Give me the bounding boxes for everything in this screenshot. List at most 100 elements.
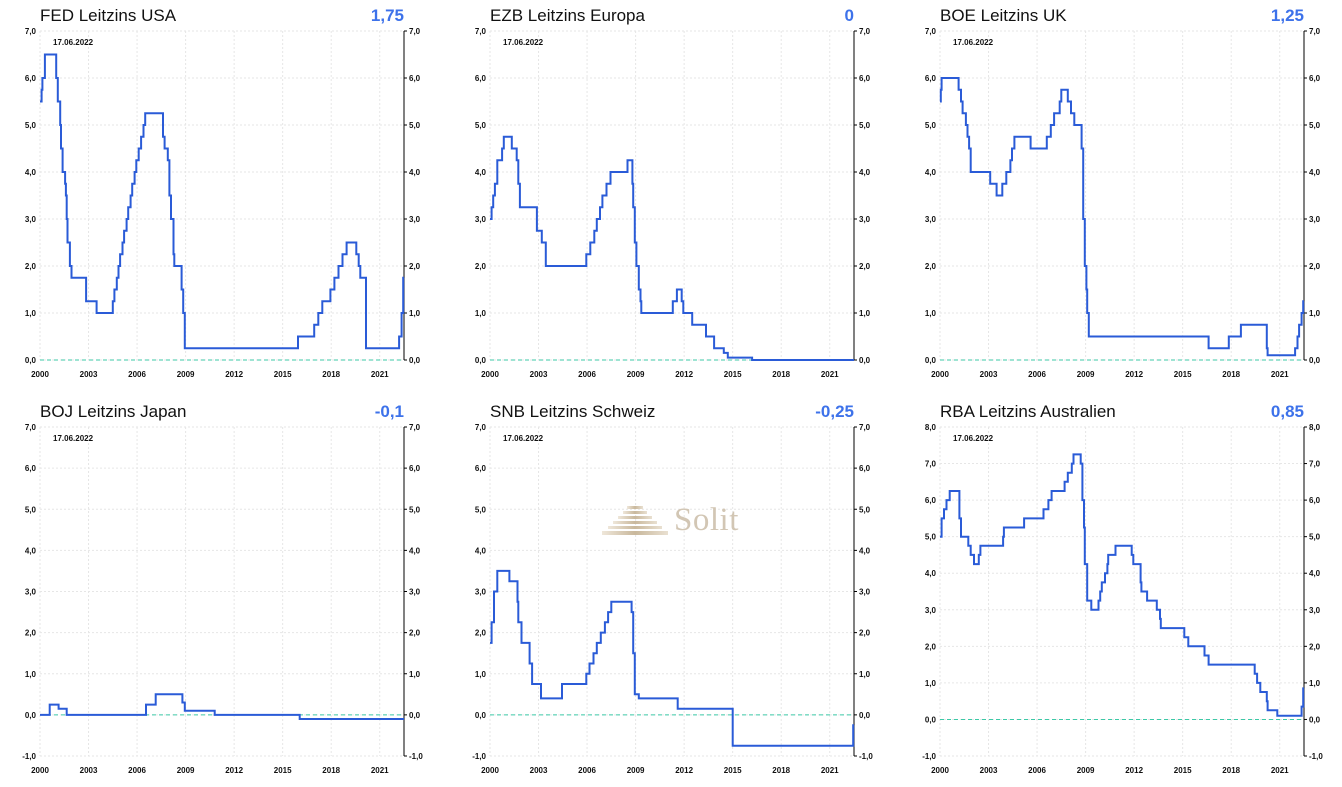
y-tick-label-right: 4,0 [409, 546, 421, 555]
x-tick-label: 2018 [322, 370, 340, 379]
y-tick-label-right: 7,0 [409, 423, 421, 432]
y-tick-label-right: 2,0 [859, 262, 871, 271]
y-tick-label-right: 4,0 [1309, 168, 1321, 177]
y-tick-label-left: 3,0 [925, 215, 937, 224]
chart-title: FED Leitzins USA [40, 6, 177, 25]
x-tick-label: 2006 [578, 370, 596, 379]
chart-title: EZB Leitzins Europa [490, 6, 646, 25]
y-tick-label-right: 8,0 [1309, 423, 1321, 432]
chart-title: SNB Leitzins Schweiz [490, 402, 655, 421]
chart-panel: FED Leitzins USA 1,75 0,0 0,0 1,0 1,0 2,0 2,0 3,… [25, 6, 421, 379]
current-rate-value: 1,25 [1271, 6, 1304, 25]
x-tick-label: 2000 [481, 766, 499, 775]
x-tick-label: 2006 [578, 766, 596, 775]
x-tick-label: 2012 [675, 370, 693, 379]
y-tick-label-left: 1,0 [925, 309, 937, 318]
x-tick-label: 2018 [1222, 370, 1240, 379]
y-tick-label-left: 3,0 [925, 606, 937, 615]
y-tick-label-left: 6,0 [25, 74, 37, 83]
y-tick-label-left: 5,0 [25, 121, 37, 130]
x-tick-label: 2021 [821, 370, 839, 379]
y-tick-label-left: 3,0 [475, 588, 487, 597]
x-tick-label: 2006 [1028, 766, 1046, 775]
x-tick-label: 2012 [1125, 370, 1143, 379]
y-tick-label-right: 2,0 [859, 629, 871, 638]
solit-logo-icon [602, 506, 668, 535]
y-tick-label-right: 7,0 [859, 27, 871, 36]
chart-panel: BOJ Leitzins Japan -0,1 -1,0 -1,0 0,0 0,0 1,0 1… [22, 402, 423, 775]
y-tick-label-left: -1,0 [922, 752, 936, 761]
y-tick-label-left: 6,0 [475, 74, 487, 83]
rate-series-line [490, 569, 855, 747]
chart-title: RBA Leitzins Australien [940, 402, 1116, 421]
x-tick-label: 2006 [128, 766, 146, 775]
x-tick-label: 2009 [177, 370, 195, 379]
x-tick-label: 2000 [931, 766, 949, 775]
current-rate-value: 0 [845, 6, 854, 25]
y-tick-label-right: 0,0 [859, 711, 871, 720]
y-tick-label-left: 4,0 [475, 168, 487, 177]
rate-series-line [939, 77, 1305, 357]
y-tick-label-right: -1,0 [1309, 752, 1323, 761]
current-rate-value: -0,1 [375, 402, 404, 421]
chart-title: BOJ Leitzins Japan [40, 402, 186, 421]
y-tick-label-left: 7,0 [475, 27, 487, 36]
y-tick-label-right: 2,0 [409, 262, 421, 271]
y-tick-label-left: 0,0 [475, 356, 487, 365]
x-tick-label: 2000 [931, 370, 949, 379]
y-tick-label-left: 5,0 [475, 505, 487, 514]
x-tick-label: 2000 [31, 370, 49, 379]
y-tick-label-left: 2,0 [475, 262, 487, 271]
x-tick-label: 2009 [177, 766, 195, 775]
chart-panel: BOE Leitzins UK 1,25 0,0 0,0 1,0 1,0 2,0 2,0 3,0… [925, 6, 1321, 379]
x-tick-label: 2003 [980, 370, 998, 379]
current-rate-value: 0,85 [1271, 402, 1304, 421]
y-tick-label-right: 7,0 [859, 423, 871, 432]
x-tick-label: 2012 [675, 766, 693, 775]
y-tick-label-left: 6,0 [25, 464, 37, 473]
y-tick-label-right: 6,0 [1309, 496, 1321, 505]
rate-series-line [40, 693, 404, 720]
x-tick-label: 2021 [1271, 370, 1289, 379]
current-rate-value: -0,25 [815, 402, 854, 421]
y-tick-label-right: 6,0 [409, 464, 421, 473]
x-tick-label: 2012 [225, 766, 243, 775]
y-tick-label-left: 4,0 [25, 168, 37, 177]
y-tick-label-left: 7,0 [475, 423, 487, 432]
y-tick-label-right: 7,0 [1309, 460, 1321, 469]
y-tick-label-left: 0,0 [25, 356, 37, 365]
y-tick-label-left: -1,0 [472, 752, 486, 761]
x-tick-label: 2003 [80, 766, 98, 775]
y-tick-label-left: 0,0 [925, 715, 937, 724]
y-tick-label-right: 7,0 [1309, 27, 1321, 36]
y-tick-label-left: 0,0 [25, 711, 37, 720]
date-label: 17.06.2022 [503, 38, 544, 47]
y-tick-label-left: 0,0 [475, 711, 487, 720]
y-tick-label-left: 7,0 [925, 460, 937, 469]
date-label: 17.06.2022 [953, 434, 994, 443]
y-tick-label-right: 3,0 [1309, 215, 1321, 224]
y-tick-label-left: 2,0 [25, 262, 37, 271]
rate-series-line [940, 453, 1305, 717]
y-tick-label-right: 5,0 [859, 505, 871, 514]
y-tick-label-left: 6,0 [925, 74, 937, 83]
y-tick-label-left: 1,0 [25, 670, 37, 679]
x-tick-label: 2015 [274, 766, 292, 775]
y-tick-label-left: 1,0 [925, 679, 937, 688]
y-tick-label-right: 0,0 [409, 356, 421, 365]
y-tick-label-left: 8,0 [925, 423, 937, 432]
y-tick-label-right: 1,0 [1309, 679, 1321, 688]
x-tick-label: 2018 [322, 766, 340, 775]
y-tick-label-right: 0,0 [1309, 715, 1321, 724]
y-tick-label-right: 4,0 [1309, 569, 1321, 578]
y-tick-label-left: 7,0 [25, 27, 37, 36]
chart-panel: SNB Leitzins Schweiz -0,25 -1,0 -1,0 0,0 0,0 1… [472, 402, 873, 775]
x-tick-label: 2006 [128, 370, 146, 379]
solit-watermark: Solit [598, 500, 748, 544]
y-tick-label-right: -1,0 [859, 752, 873, 761]
rate-series-line [490, 135, 854, 361]
rate-series-line [40, 53, 405, 350]
y-tick-label-right: 0,0 [859, 356, 871, 365]
x-tick-label: 2021 [1271, 766, 1289, 775]
y-tick-label-right: 2,0 [1309, 642, 1321, 651]
